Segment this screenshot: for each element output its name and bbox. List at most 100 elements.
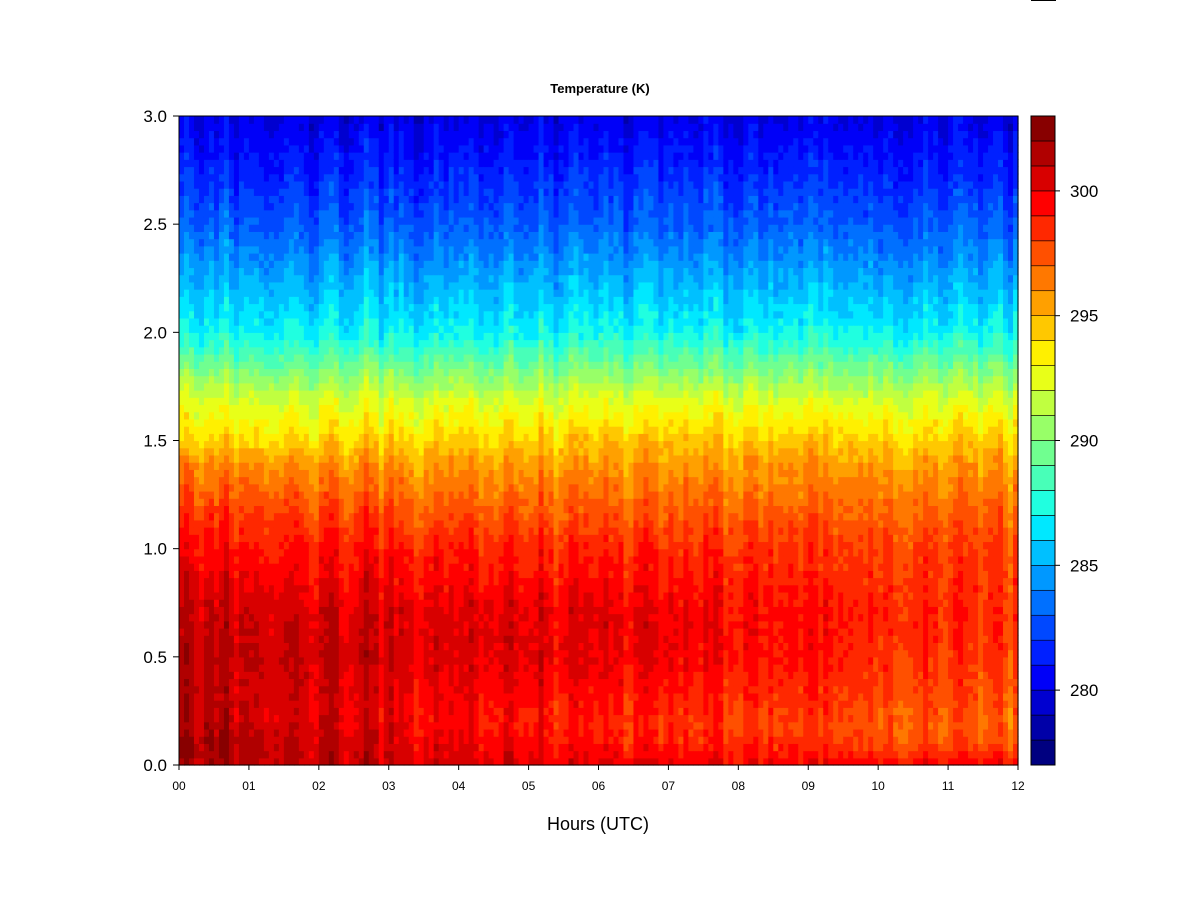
heatmap-cell — [363, 613, 370, 622]
heatmap-cell — [308, 397, 315, 406]
heatmap-cell — [448, 209, 455, 218]
heatmap-cell — [438, 664, 445, 672]
heatmap-cell — [258, 245, 265, 254]
heatmap-cell — [223, 620, 230, 629]
heatmap-cell — [393, 490, 400, 499]
heatmap-cell — [208, 577, 215, 586]
heatmap-cell — [388, 707, 395, 716]
heatmap-cell — [258, 498, 265, 506]
heatmap-cell — [228, 180, 235, 189]
heatmap-cell — [333, 166, 340, 175]
heatmap-cell — [198, 721, 205, 730]
heatmap-cell — [179, 447, 185, 456]
heatmap-cell — [323, 180, 330, 189]
heatmap-cell — [183, 642, 190, 651]
heatmap-cell — [338, 462, 345, 470]
heatmap-cell — [233, 714, 240, 723]
heatmap-cell — [238, 454, 245, 463]
heatmap-cell — [413, 591, 420, 600]
heatmap-cell — [318, 317, 325, 326]
heatmap-cell — [423, 123, 430, 132]
heatmap-cell — [418, 563, 425, 571]
heatmap-cell — [438, 656, 445, 665]
heatmap-cell — [303, 188, 310, 196]
heatmap-cell — [348, 274, 355, 283]
heatmap-cell — [318, 152, 325, 160]
heatmap-cell — [278, 216, 285, 225]
heatmap-cell — [353, 692, 360, 701]
heatmap-cell — [273, 714, 280, 723]
heatmap-cell — [313, 563, 320, 571]
heatmap-cell — [268, 245, 275, 254]
heatmap-cell — [453, 534, 460, 543]
heatmap-cell — [423, 490, 430, 499]
heatmap-cell — [333, 570, 340, 579]
heatmap-cell — [348, 570, 355, 579]
heatmap-cell — [333, 462, 340, 470]
heatmap-cell — [443, 245, 450, 254]
heatmap-cell — [228, 289, 235, 297]
heatmap-cell — [283, 390, 290, 398]
heatmap-cell — [438, 757, 445, 766]
heatmap-cell — [243, 274, 250, 283]
heatmap-cell — [303, 649, 310, 658]
heatmap-cell — [388, 231, 395, 240]
heatmap-cell — [388, 339, 395, 348]
heatmap-cell — [378, 361, 385, 369]
heatmap-cell — [253, 390, 260, 398]
heatmap-cell — [253, 382, 260, 391]
heatmap-cell — [433, 700, 440, 708]
heatmap-cell — [253, 116, 260, 124]
heatmap-cell — [278, 728, 285, 737]
heatmap-cell — [358, 346, 365, 355]
heatmap-cell — [338, 527, 345, 535]
heatmap-cell — [323, 555, 330, 564]
heatmap-cell — [418, 440, 425, 449]
heatmap-cell — [443, 454, 450, 463]
heatmap-cell — [288, 541, 295, 550]
heatmap-cell — [338, 635, 345, 644]
heatmap-cell — [179, 584, 185, 593]
heatmap-cell — [443, 289, 450, 297]
heatmap-cell — [388, 664, 395, 672]
heatmap-cell — [228, 534, 235, 543]
heatmap-cell — [193, 382, 200, 391]
heatmap-cell — [198, 519, 205, 528]
heatmap-cell — [453, 671, 460, 680]
heatmap-cell — [318, 144, 325, 153]
heatmap-cell — [363, 519, 370, 528]
heatmap-cell — [443, 188, 450, 196]
heatmap-cell — [218, 548, 225, 557]
heatmap-cell — [423, 209, 430, 218]
heatmap-cell — [363, 649, 370, 658]
heatmap-cell — [293, 130, 300, 139]
heatmap-cell — [323, 469, 330, 478]
heatmap-cell — [183, 332, 190, 341]
heatmap-cell — [273, 692, 280, 701]
heatmap-cell — [383, 411, 390, 420]
heatmap-cell — [268, 274, 275, 283]
heatmap-cell — [243, 353, 250, 362]
heatmap-cell — [293, 152, 300, 160]
heatmap-cell — [238, 130, 245, 139]
heatmap-cell — [443, 570, 450, 579]
heatmap-cell — [323, 563, 330, 571]
heatmap-cell — [318, 584, 325, 593]
heatmap-cell — [273, 591, 280, 600]
heatmap-cell — [308, 577, 315, 586]
heatmap-cell — [283, 224, 290, 232]
heatmap-cell — [233, 599, 240, 607]
heatmap-cell — [423, 216, 430, 225]
heatmap-cell — [198, 216, 205, 225]
heatmap-cell — [348, 707, 355, 716]
heatmap-cell — [363, 418, 370, 427]
heatmap-cell — [408, 418, 415, 427]
heatmap-cell — [308, 346, 315, 355]
heatmap-cell — [273, 721, 280, 730]
heatmap-cell — [358, 548, 365, 557]
heatmap-cell — [398, 591, 405, 600]
heatmap-cell — [393, 418, 400, 427]
heatmap-cell — [303, 635, 310, 644]
heatmap-cell — [428, 447, 435, 456]
heatmap-cell — [393, 195, 400, 204]
